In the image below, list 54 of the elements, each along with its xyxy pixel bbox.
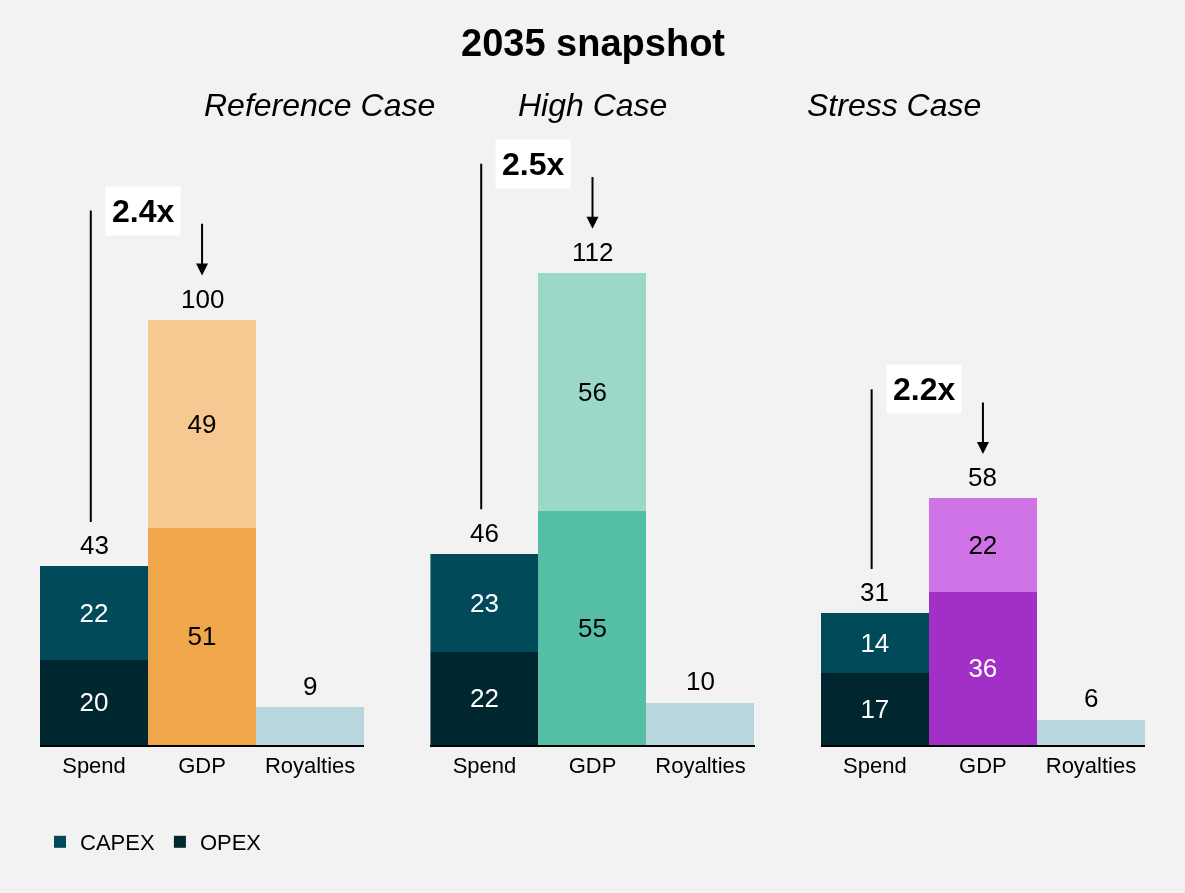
- legend-label: CAPEX: [80, 830, 155, 856]
- total-label: 100: [181, 284, 225, 314]
- data-label: 49: [187, 408, 217, 439]
- total-label: 46: [470, 518, 499, 548]
- x-tick-label: GDP: [568, 753, 617, 779]
- data-label: 36: [968, 653, 998, 684]
- chart-subtitle: High Case: [518, 87, 668, 123]
- data-label: 22: [968, 529, 998, 560]
- chart-title: 2035 snapshot: [461, 22, 726, 64]
- bar: [646, 702, 755, 745]
- chart-subtitle: Reference Case: [204, 87, 436, 123]
- bar: [928, 591, 1037, 745]
- data-label: 51: [187, 621, 217, 652]
- total-label: 31: [860, 577, 889, 607]
- x-tick-label: GDP: [959, 753, 1007, 779]
- x-tick-label: Spend: [843, 753, 907, 779]
- total-label: 43: [80, 530, 109, 560]
- x-tick-label: GDP: [178, 753, 226, 779]
- x-tick-label: Royalties: [264, 753, 356, 779]
- total-label: 112: [572, 237, 614, 267]
- bar: [148, 527, 256, 745]
- bar: [40, 565, 148, 660]
- bar: [430, 553, 539, 652]
- x-tick-label: Spend: [62, 753, 126, 779]
- bar: [40, 659, 148, 745]
- bar: [256, 706, 364, 745]
- data-label: 22: [469, 683, 499, 714]
- bar: [538, 272, 647, 511]
- bar: [820, 612, 929, 673]
- x-tick-label: Royalties: [1045, 753, 1137, 779]
- data-label: 55: [577, 612, 607, 643]
- data-label: 23: [469, 587, 499, 618]
- bar: [430, 651, 539, 745]
- bar: [820, 672, 929, 745]
- total-label: 6: [1084, 683, 1099, 713]
- total-label: 58: [968, 462, 997, 492]
- bar: [1036, 719, 1145, 745]
- bar: [148, 319, 256, 528]
- data-label: 14: [860, 627, 890, 658]
- total-label: 10: [686, 666, 715, 696]
- data-label: 17: [860, 693, 890, 724]
- text: 2.2x: [893, 371, 956, 407]
- x-tick-label: Royalties: [655, 753, 746, 779]
- bar: [538, 510, 647, 745]
- chart-subtitle: Stress Case: [807, 87, 982, 123]
- data-label: 56: [577, 376, 607, 407]
- legend-label: OPEX: [199, 830, 262, 856]
- total-label: 9: [303, 671, 318, 701]
- data-label: 22: [79, 597, 109, 628]
- data-label: 20: [79, 687, 109, 718]
- bar: [928, 497, 1037, 592]
- text: 2.5x: [502, 146, 565, 182]
- x-tick-label: Spend: [452, 753, 517, 779]
- text: 2.4x: [112, 193, 175, 229]
